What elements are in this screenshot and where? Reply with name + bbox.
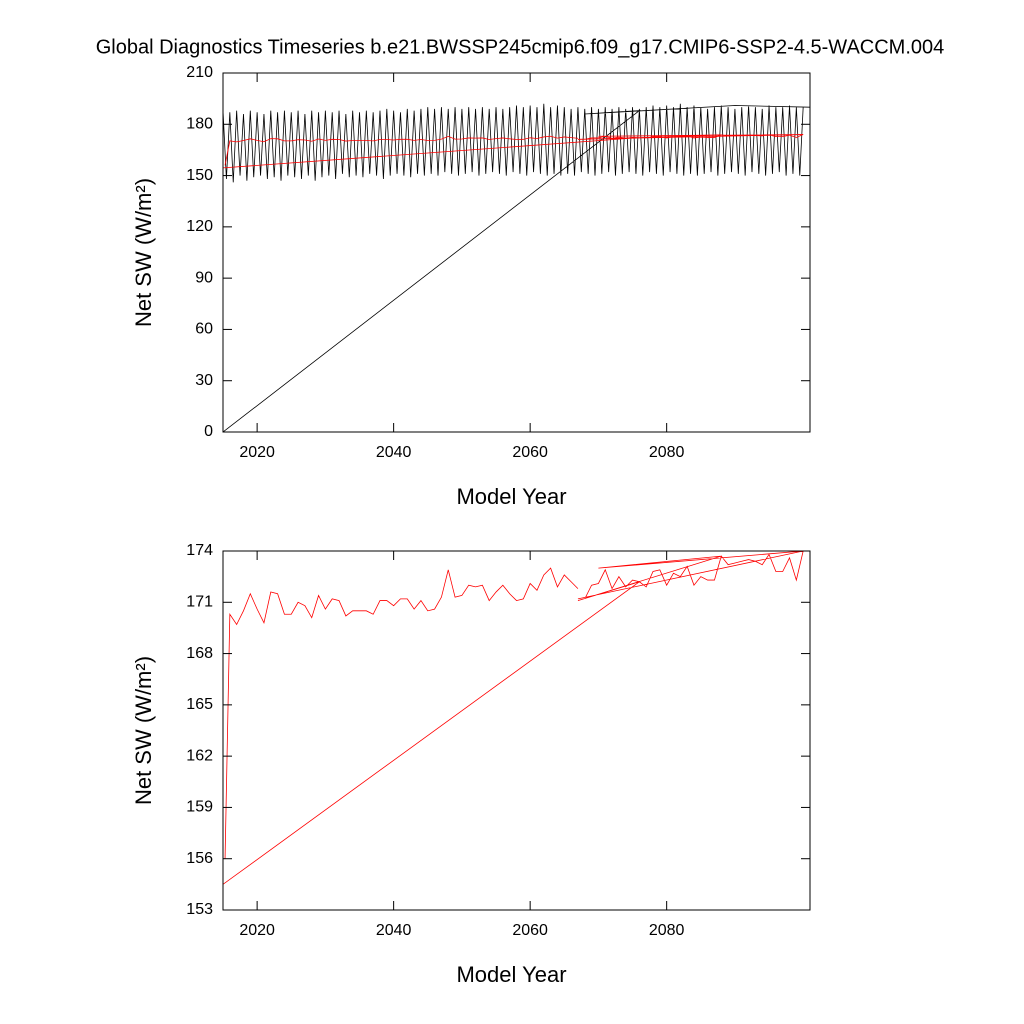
plot-frame: [222, 550, 811, 911]
y-tick-label: 30: [195, 372, 213, 389]
y-tick-label: 162: [186, 747, 213, 764]
y-tick-label: 171: [186, 594, 213, 611]
plot-area: [223, 551, 804, 885]
x-tick-label: 2060: [512, 444, 548, 461]
y-tick-label: 153: [186, 901, 213, 918]
y-tick-label: 0: [204, 423, 213, 440]
plot-area: [223, 103, 810, 432]
x-tick-label: 2020: [239, 444, 275, 461]
y-tick-label: 159: [186, 799, 213, 816]
plot-frame: [222, 72, 811, 433]
x-axis-title: Model Year: [456, 484, 566, 509]
y-tick-label: 156: [186, 850, 213, 867]
y-tick-label: 180: [186, 116, 213, 133]
x-tick-label: 2040: [376, 922, 412, 939]
y-axis-title: Net SW (W/m²): [131, 178, 156, 327]
data-line: [223, 134, 804, 169]
y-tick-label: 120: [186, 218, 213, 235]
data-line: [223, 103, 810, 432]
y-tick-label: 174: [186, 542, 213, 559]
page-title: Global Diagnostics Timeseries b.e21.BWSS…: [96, 36, 945, 58]
y-tick-label: 165: [186, 696, 213, 713]
y-tick-label: 90: [195, 269, 213, 286]
y-tick-label: 210: [186, 64, 213, 81]
x-tick-label: 2020: [239, 922, 275, 939]
y-tick-label: 168: [186, 645, 213, 662]
x-tick-label: 2060: [512, 922, 548, 939]
x-tick-label: 2080: [649, 444, 685, 461]
x-tick-label: 2080: [649, 922, 685, 939]
x-tick-label: 2040: [376, 444, 412, 461]
data-line: [223, 551, 804, 885]
x-axis-title: Model Year: [456, 962, 566, 987]
y-tick-label: 60: [195, 321, 213, 338]
y-axis-title: Net SW (W/m²): [131, 656, 156, 805]
y-tick-label: 150: [186, 167, 213, 184]
